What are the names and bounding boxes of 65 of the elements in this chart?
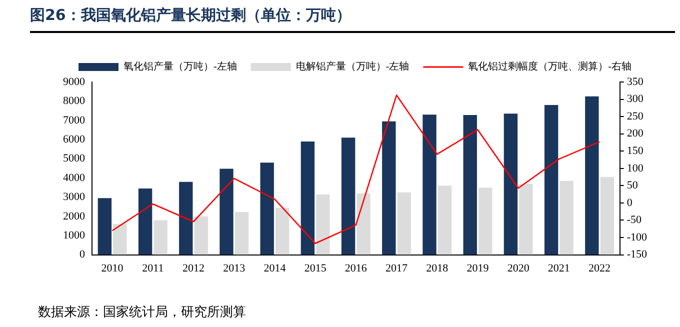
y-tick-label: 2000: [63, 210, 86, 222]
legend-label: 氧化铝产量（万吨）-左轴: [124, 60, 237, 73]
bar: [234, 212, 249, 255]
y2-tick-label: 350: [626, 76, 644, 88]
bar: [113, 224, 127, 255]
bar: [300, 142, 315, 255]
y2-tick-label: -100: [626, 231, 648, 244]
x-tick-label: 2010: [101, 262, 124, 274]
x-tick-label: 2020: [507, 262, 530, 274]
x-tick-label: 2018: [426, 262, 449, 274]
y2-tick-label: 50: [626, 180, 638, 192]
bar: [585, 96, 599, 255]
y2-tick-label: 0: [626, 196, 633, 209]
x-tick-label: 2021: [548, 262, 570, 274]
y2-tick-label: 250: [626, 110, 644, 122]
bar: [179, 182, 193, 255]
x-tick-label: 2022: [588, 262, 611, 274]
bar: [356, 193, 370, 255]
y-tick-label: 8000: [63, 95, 86, 108]
bar: [138, 188, 152, 255]
chart-title: 图26：我国氧化铝产量长期过剩（单位：万吨）: [30, 6, 351, 25]
legend-label: 电解铝产量（万吨）-左轴: [296, 60, 410, 73]
bar: [397, 192, 411, 255]
y2-tick-label: 300: [626, 93, 644, 106]
y2-tick-label: 100: [626, 162, 644, 174]
y2-tick-label: -150: [626, 248, 648, 261]
x-tick-label: 2014: [264, 262, 286, 274]
y2-tick-label: 200: [626, 128, 644, 140]
x-tick-label: 2016: [344, 262, 368, 274]
y2-tick-label: -50: [626, 214, 642, 226]
x-tick-label: 2013: [223, 262, 246, 274]
y-tick-label: 9000: [63, 76, 86, 88]
bar: [544, 105, 558, 255]
bar: [341, 138, 356, 255]
y-tick-label: 0: [80, 248, 86, 261]
bar: [560, 180, 574, 255]
bar: [260, 162, 274, 255]
y-tick-label: 7000: [63, 114, 86, 126]
source-note: 数据来源：国家统计局，研究所测算: [38, 304, 246, 321]
x-tick-label: 2012: [182, 262, 205, 274]
bar: [382, 121, 396, 255]
bar: [194, 216, 208, 255]
bar: [98, 198, 112, 255]
legend-label: 氧化铝过剩幅度（万吨、测算）-右轴: [468, 60, 632, 73]
y-tick-label: 4000: [63, 172, 86, 184]
bar: [275, 208, 290, 255]
y-tick-label: 3000: [63, 191, 86, 204]
bar: [422, 114, 436, 255]
bar: [220, 168, 234, 255]
bar: [154, 220, 168, 255]
y-tick-label: 5000: [63, 152, 86, 165]
bar: [504, 114, 518, 255]
bar: [463, 115, 477, 255]
y2-tick-label: 150: [626, 145, 644, 158]
x-tick-label: 2011: [142, 262, 164, 274]
x-tick-label: 2015: [304, 262, 327, 274]
y-tick-label: 6000: [63, 133, 86, 146]
x-tick-label: 2019: [466, 262, 490, 274]
bar: [600, 177, 614, 255]
y-tick-label: 1000: [63, 229, 86, 242]
bar: [478, 188, 492, 255]
x-tick-label: 2017: [386, 262, 408, 274]
bar: [519, 184, 533, 255]
bar: [438, 186, 452, 255]
bar: [316, 194, 330, 255]
